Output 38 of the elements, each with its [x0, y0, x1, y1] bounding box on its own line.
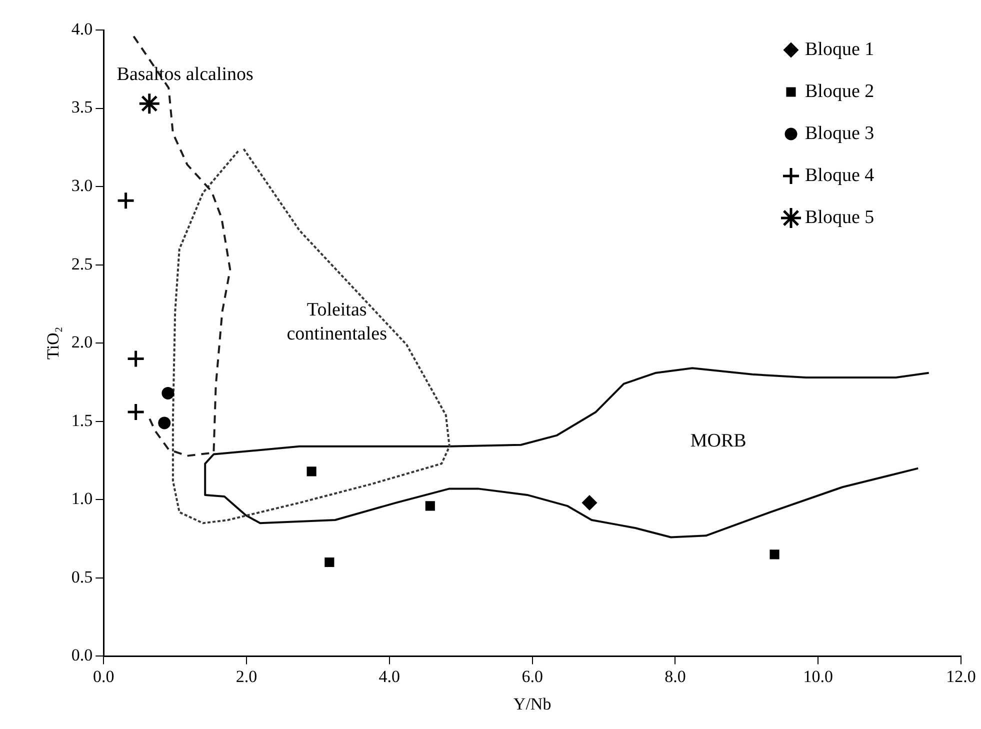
legend-label: Bloque 4: [805, 164, 875, 186]
legend-label: Bloque 5: [805, 206, 874, 228]
y-tick-label: 1.0: [71, 489, 93, 508]
x-tick-label: 0.0: [93, 666, 114, 686]
point: [770, 550, 780, 560]
y-tick-label: 1.5: [71, 410, 93, 430]
x-tick-label: 6.0: [522, 666, 543, 686]
point: [582, 496, 597, 510]
point: [138, 92, 161, 115]
annotation: Toleitas continentales: [286, 299, 387, 344]
y-tick-label: 3.5: [71, 98, 93, 117]
y-tick-label: 2.0: [71, 332, 93, 352]
line-series: [172, 148, 450, 524]
point: [425, 501, 435, 511]
point: [126, 402, 146, 422]
legend-label: Bloque 1: [805, 38, 874, 60]
point: [306, 466, 316, 476]
y-tick-label: 4.0: [71, 19, 93, 38]
y-axis-title: TiO₂: [44, 326, 63, 360]
x-tick-label: 12.0: [946, 666, 976, 686]
annotation: MORB: [690, 430, 746, 452]
y-tick-label: 0.0: [71, 646, 93, 665]
point: [126, 350, 146, 368]
x-tick-label: 8.0: [664, 666, 686, 686]
point: [162, 386, 174, 400]
y-tick-label: 2.5: [71, 254, 93, 274]
y-tick-label: 0.5: [71, 567, 93, 586]
x-tick-label: 10.0: [803, 666, 833, 686]
x-axis-title: Y/Nb: [513, 694, 552, 714]
point: [324, 557, 334, 568]
x-tick-label: 4.0: [378, 666, 400, 686]
legend-label: Bloque 3: [805, 122, 874, 144]
y-tick-label: 3.0: [71, 176, 93, 196]
legend-label: Bloque 2: [805, 80, 874, 102]
x-tick-label: 2.0: [236, 666, 258, 686]
annotation: Basaltos alcalinos: [116, 64, 254, 86]
point: [158, 416, 171, 430]
point: [116, 191, 136, 210]
